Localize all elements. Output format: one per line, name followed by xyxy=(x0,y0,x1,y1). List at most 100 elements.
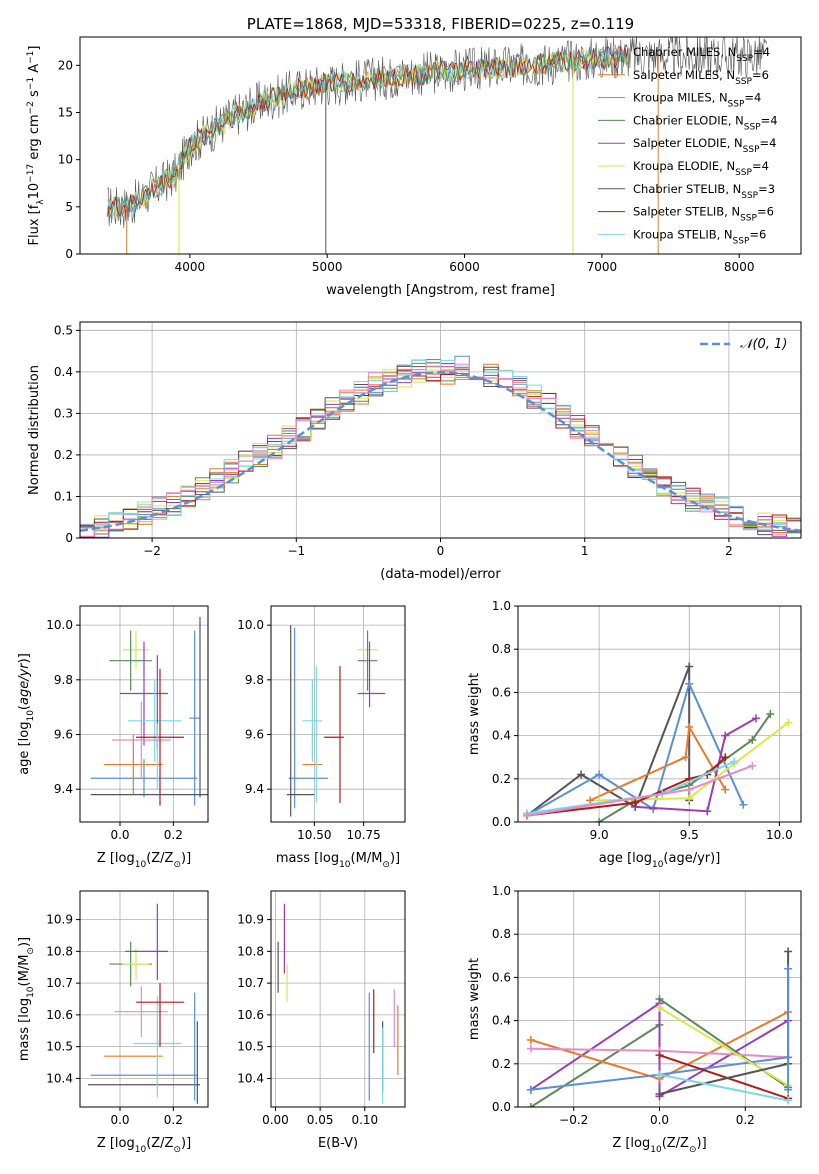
x-tick-label: 10.75 xyxy=(346,828,380,842)
legend-entry: Kroupa STELIB, NSSP=6 xyxy=(633,227,766,246)
x-tick-label: 0.0 xyxy=(650,1113,669,1127)
spectrum-line xyxy=(107,48,629,218)
weight-marker xyxy=(685,785,694,794)
weight-marker xyxy=(685,679,694,688)
spectrum-line xyxy=(107,45,629,217)
legend-entry: Salpeter MILES, NSSP=6 xyxy=(633,68,769,87)
y-tick-label: 10.5 xyxy=(46,1040,73,1054)
ebv-mass-panel: 0.00 0.05 0.10 10.4 10.5 10.6 10.7 10.8 10.9 E(B-… xyxy=(237,890,406,1151)
histogram-series xyxy=(80,369,801,538)
weight-marker xyxy=(784,947,793,956)
y-tick-label: 10.6 xyxy=(46,1008,73,1022)
y-axis-label: mass weight xyxy=(467,958,482,1040)
axes-frame xyxy=(79,321,802,539)
legend-entry: Kroupa ELODIE, NSSP=4 xyxy=(633,159,769,178)
weight-marker xyxy=(685,662,694,671)
y-tick-label: 9.6 xyxy=(54,728,73,742)
y-tick-label: 10.7 xyxy=(46,976,73,990)
weight-marker xyxy=(655,1003,664,1012)
mass-age-panel: 10.50 10.75 9.4 9.6 9.8 10.0 mass [log10(M/M⊙)… xyxy=(237,605,406,870)
normal-curve xyxy=(80,371,801,532)
weight-marker xyxy=(721,731,730,740)
y-tick-label: 0.3 xyxy=(54,406,73,420)
x-axis-label: Z [log10(Z/Z⊙)] xyxy=(97,851,191,870)
axes-frame xyxy=(270,605,406,823)
x-axis-label: Z [log10(Z/Z⊙)] xyxy=(612,1136,706,1155)
legend-entry: 𝒩(0, 1) xyxy=(740,337,787,352)
x-tick-label: 5000 xyxy=(312,260,343,274)
weight-marker xyxy=(631,798,640,807)
weight-marker xyxy=(685,794,694,803)
weight-marker xyxy=(681,753,690,762)
legend-entry: Chabrier STELIB, NSSP=3 xyxy=(633,182,775,201)
y-tick-label: 10.7 xyxy=(237,976,264,990)
y-tick-label: 10.4 xyxy=(46,1071,73,1085)
weight-marker xyxy=(526,1036,535,1045)
axes-frame xyxy=(79,605,209,823)
errorbars xyxy=(277,903,399,1104)
x-tick-label: 0.00 xyxy=(262,1113,289,1127)
y-tick-label: 10.8 xyxy=(46,944,73,958)
y-tick-label: 0.0 xyxy=(492,1100,511,1114)
spectra-lines xyxy=(107,37,767,254)
y-tick-label: 0.2 xyxy=(492,1057,511,1071)
errorbars xyxy=(286,625,386,817)
weight-line xyxy=(635,717,757,813)
weight-marker xyxy=(730,757,739,766)
weight-lines xyxy=(523,662,793,822)
y-tick-label: 9.6 xyxy=(245,728,264,742)
y-tick-label: 9.8 xyxy=(245,673,264,687)
x-tick-label: 0.05 xyxy=(307,1113,334,1127)
x-tick-label: 0.2 xyxy=(164,1113,183,1127)
age-weight-panel: 9.0 9.5 10.0 0.0 0.2 0.4 0.6 0.8 1.0 age [log10(a… xyxy=(467,599,802,870)
y-tick-label: 10.5 xyxy=(237,1040,264,1054)
y-tick-label: 0.2 xyxy=(54,448,73,462)
y-tick-label: 0.8 xyxy=(492,642,511,656)
chart-title: PLATE=1868, MJD=53318, FIBERID=0225, z=0… xyxy=(247,15,634,33)
weight-marker xyxy=(739,800,748,809)
y-tick-label: 0.0 xyxy=(492,815,511,829)
errorbars xyxy=(90,616,208,806)
x-axis-label: (data-model)/error xyxy=(380,567,501,582)
y-tick-label: 15 xyxy=(58,105,73,119)
weight-marker xyxy=(523,811,532,820)
weight-marker xyxy=(748,735,757,744)
weight-marker xyxy=(784,1096,793,1105)
legend-entry: Chabrier ELODIE, NSSP=4 xyxy=(633,113,778,132)
weight-line xyxy=(659,1073,789,1102)
weight-marker xyxy=(766,710,775,718)
x-tick-label: 0.0 xyxy=(110,1113,129,1127)
x-tick-label: 0.10 xyxy=(351,1113,378,1127)
weight-marker xyxy=(577,770,586,779)
y-tick-label: 10.9 xyxy=(46,913,73,927)
y-tick-label: 1.0 xyxy=(492,884,511,898)
y-tick-label: 0 xyxy=(65,247,73,261)
x-tick-label: 1 xyxy=(581,544,589,558)
residual-panel: −2 −1 0 1 2 0 0.1 0.2 0.3 0.4 0.5 𝒩(0, 1) (data-mode… xyxy=(27,321,802,582)
x-tick-label: 6000 xyxy=(449,260,480,274)
histogram-series xyxy=(80,366,801,538)
weight-marker xyxy=(655,1090,664,1099)
x-axis-label: E(B-V) xyxy=(318,1136,358,1151)
y-tick-label: 10.0 xyxy=(237,618,264,632)
axes-frame xyxy=(79,890,209,1108)
x-tick-label: 2 xyxy=(725,544,733,558)
y-tick-label: 0.6 xyxy=(492,970,511,984)
x-tick-label: 7000 xyxy=(587,260,618,274)
y-tick-label: 0.6 xyxy=(492,685,511,699)
y-tick-label: 0.8 xyxy=(492,927,511,941)
y-axis-label: mass weight xyxy=(467,673,482,755)
spectrum-line xyxy=(107,44,629,218)
weight-marker xyxy=(748,761,757,770)
x-tick-label: 9.5 xyxy=(680,828,699,842)
axes-frame xyxy=(517,605,802,823)
legend-entry: Salpeter ELODIE, NSSP=4 xyxy=(633,136,776,155)
weight-marker xyxy=(721,753,730,762)
x-axis-label: mass [log10(M/M⊙)] xyxy=(276,851,400,870)
x-tick-label: 10.50 xyxy=(297,828,331,842)
spectrum-line xyxy=(107,46,629,218)
weight-marker xyxy=(595,818,604,822)
axes-frame xyxy=(270,890,406,1108)
weight-line xyxy=(658,1006,789,1087)
x-tick-label: 9.0 xyxy=(590,828,609,842)
